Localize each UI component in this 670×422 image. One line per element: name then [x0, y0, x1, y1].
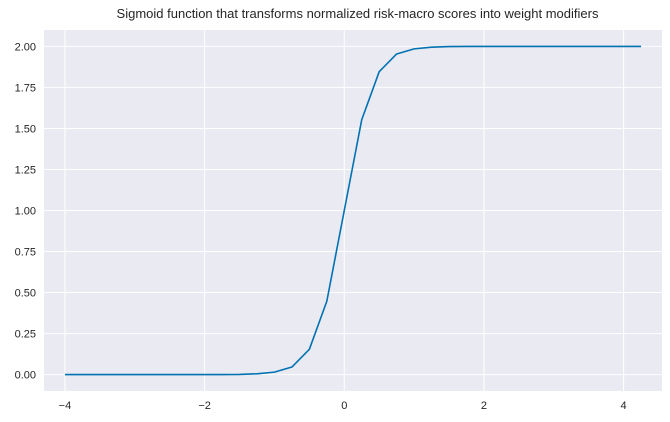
series-line [64, 45, 642, 376]
x-tick-label: 0 [341, 400, 347, 412]
x-tick-label: −4 [59, 400, 72, 412]
y-tick-label: 1.25 [15, 164, 36, 176]
chart-title: Sigmoid function that transforms normali… [116, 6, 599, 21]
y-tick-label: 1.00 [15, 206, 36, 218]
y-tick-label: 0.75 [15, 247, 36, 259]
series-layer [64, 45, 642, 376]
y-tick-label: 1.50 [15, 123, 36, 135]
x-tick-label: 2 [481, 400, 487, 412]
y-tick-label: 1.75 [15, 82, 36, 94]
y-tick-label: 0.25 [15, 329, 36, 341]
y-tick-label: 0.00 [15, 370, 36, 382]
x-axis-ticks: −4 −2 0 2 4 [59, 400, 627, 412]
y-axis-ticks: 0.00 0.25 0.50 0.75 1.00 1.25 1.50 1.75 2.00 [15, 41, 36, 381]
grid-lines [44, 30, 662, 391]
x-tick-label: 4 [621, 400, 627, 412]
y-tick-label: 0.50 [15, 288, 36, 300]
x-tick-label: −2 [198, 400, 211, 412]
y-tick-label: 2.00 [15, 41, 36, 53]
